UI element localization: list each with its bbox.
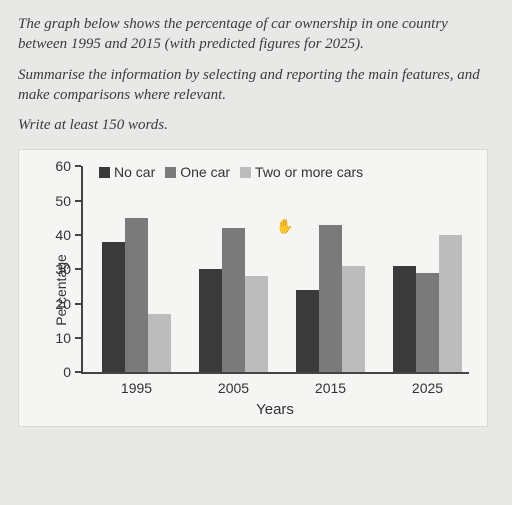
legend-swatch-no-car: [99, 167, 110, 178]
bar-group: 1995: [102, 218, 171, 373]
bar: [102, 242, 125, 372]
bar: [245, 276, 268, 372]
x-tick-label: 2025: [393, 380, 462, 396]
legend-swatch-two-plus: [240, 167, 251, 178]
prompt-line-3: Write at least 150 words.: [18, 115, 494, 135]
bar-group: 2015: [296, 225, 365, 373]
x-axis-label: Years: [81, 401, 469, 418]
bar: [296, 290, 319, 372]
y-tick: [75, 268, 81, 270]
bar: [439, 235, 462, 372]
chart-area: Percentage No car One car Two or more ca…: [29, 160, 477, 420]
x-tick-label: 2015: [296, 380, 365, 396]
plot-area: 01020304050601995200520152025: [81, 166, 469, 374]
y-tick-label: 40: [55, 227, 71, 243]
bar: [319, 225, 342, 373]
bar: [416, 273, 439, 373]
prompt-line-2: Summarise the information by selecting a…: [18, 65, 494, 106]
y-tick: [75, 165, 81, 167]
legend-swatch-one-car: [165, 167, 176, 178]
task-prompt: The graph below shows the percentage of …: [18, 14, 494, 135]
prompt-line-1: The graph below shows the percentage of …: [18, 14, 494, 55]
x-tick-label: 2005: [199, 380, 268, 396]
y-tick-label: 30: [55, 261, 71, 277]
y-tick: [75, 303, 81, 305]
bar: [199, 269, 222, 372]
legend-item-no-car: No car: [99, 164, 155, 180]
y-tick: [75, 234, 81, 236]
bar: [393, 266, 416, 372]
legend-item-one-car: One car: [165, 164, 230, 180]
legend-label-no-car: No car: [114, 164, 155, 180]
y-tick-label: 60: [55, 158, 71, 174]
legend-label-two-plus: Two or more cars: [255, 164, 363, 180]
bar: [125, 218, 148, 373]
y-tick-label: 0: [63, 364, 71, 380]
legend-label-one-car: One car: [180, 164, 230, 180]
bar: [342, 266, 365, 372]
y-tick: [75, 337, 81, 339]
chart-card: Percentage No car One car Two or more ca…: [18, 149, 488, 427]
y-tick-label: 20: [55, 296, 71, 312]
hand-cursor-icon: ✋: [276, 218, 293, 235]
y-tick-label: 50: [55, 193, 71, 209]
bar-group: 2005: [199, 228, 268, 372]
bar: [222, 228, 245, 372]
legend-item-two-plus: Two or more cars: [240, 164, 363, 180]
y-tick: [75, 371, 81, 373]
bar-group: 2025: [393, 235, 462, 372]
y-tick: [75, 200, 81, 202]
y-tick-label: 10: [55, 330, 71, 346]
legend: No car One car Two or more cars: [99, 164, 469, 180]
bar: [148, 314, 171, 372]
x-tick-label: 1995: [102, 380, 171, 396]
